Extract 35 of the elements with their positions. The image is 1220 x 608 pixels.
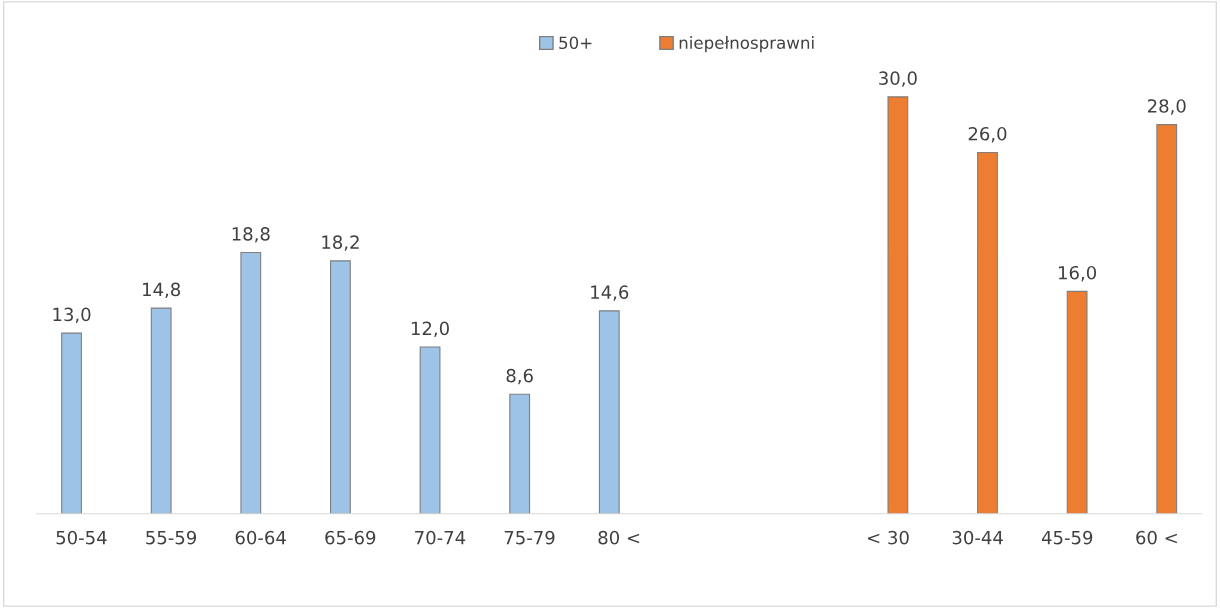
bar: [977, 151, 998, 514]
bar: [1156, 124, 1178, 514]
bar: [419, 346, 441, 514]
data-label: 8,6: [506, 368, 533, 385]
data-label: 18,8: [232, 227, 270, 243]
bar: [1066, 290, 1088, 514]
data-label: 14,6: [591, 285, 629, 301]
bar: [61, 332, 82, 514]
legend-label: 50+: [559, 36, 592, 50]
data-label: 26,0: [968, 126, 1007, 143]
x-tick-label: 70-74: [415, 530, 466, 545]
bar: [598, 310, 620, 514]
x-tick-label: 60-64: [235, 530, 286, 545]
data-label: 13,0: [53, 307, 91, 324]
bar: [330, 260, 351, 514]
x-tick-label: 50-54: [56, 530, 107, 545]
data-label: 30,0: [879, 71, 917, 87]
x-tick-label: 30-44: [952, 530, 1003, 545]
data-label: 12,0: [411, 321, 449, 337]
x-tick-label: 55-59: [146, 530, 196, 545]
x-tick-label: 65-69: [325, 530, 376, 545]
data-label: 28,0: [1147, 99, 1186, 115]
bar: [509, 393, 531, 514]
x-tick-label: 80 <: [598, 530, 640, 545]
bar: [887, 96, 909, 514]
bar: [240, 251, 262, 514]
x-tick-label: < 30: [868, 530, 909, 545]
x-tick-label: 45-59: [1041, 530, 1093, 545]
data-label: 14,8: [143, 282, 181, 299]
x-tick-label: 75-79: [504, 530, 555, 545]
x-tick-label: 60 <: [1136, 530, 1177, 545]
data-label: 18,2: [322, 235, 359, 251]
legend-label: niepełnosprawni: [679, 36, 814, 53]
data-label: 16,0: [1059, 265, 1097, 282]
bar: [150, 307, 172, 514]
